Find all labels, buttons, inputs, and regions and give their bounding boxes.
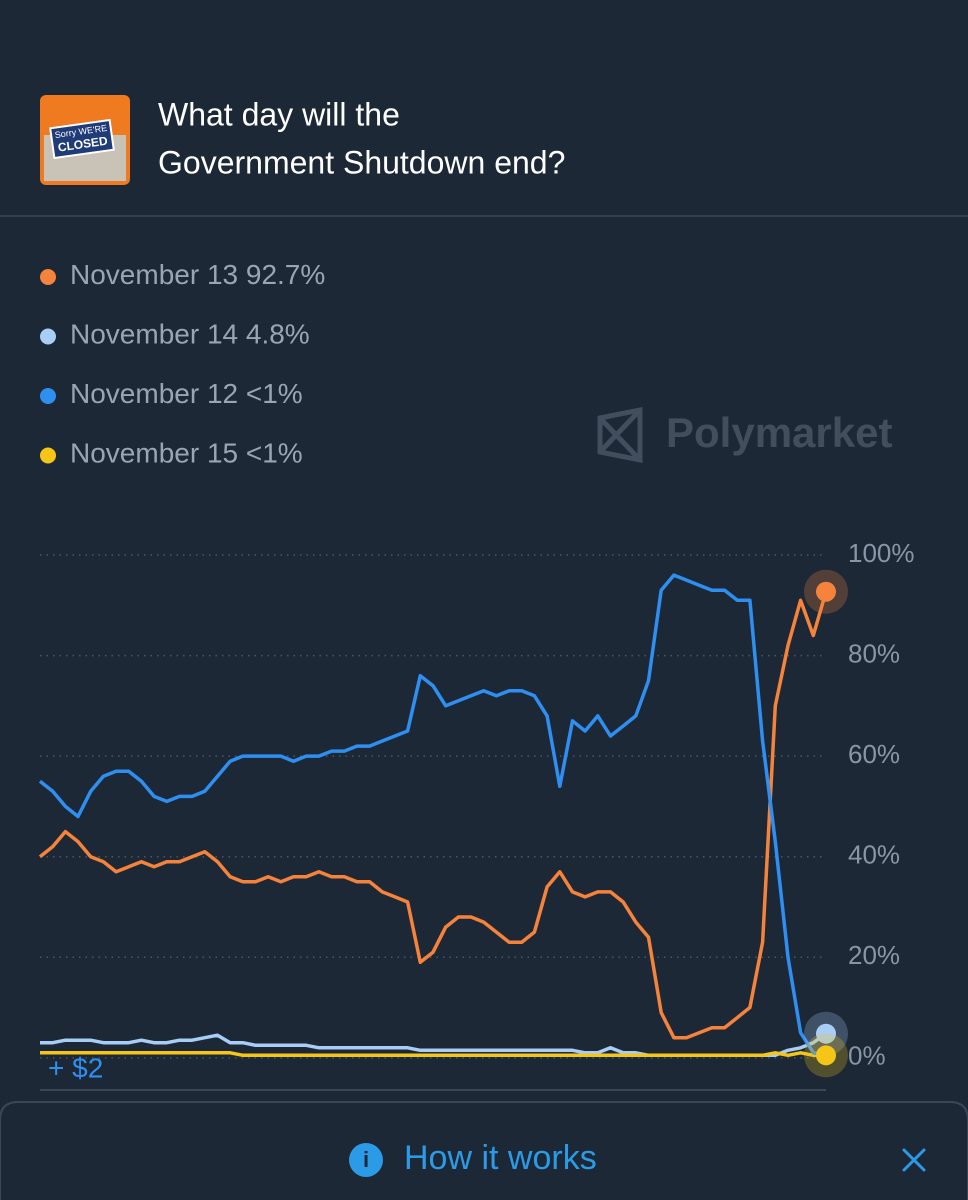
y-tick-label: 20% (848, 940, 900, 970)
title: Government Shutdown end? (158, 144, 565, 180)
endpoint (816, 1023, 836, 1044)
y-tick-label: 60% (848, 739, 900, 769)
legend-entry: November 13 92.7% (70, 259, 325, 290)
y-tick-label: 100% (848, 538, 915, 568)
series-line (38, 591, 828, 1040)
watermark-text: Polymarket (666, 409, 892, 456)
legend-value: 4.8% (246, 319, 310, 350)
legend-dot (40, 388, 56, 404)
footer-panel: i How it works (0, 1101, 968, 1200)
market-image: Sorry WE'RE CLOSED (40, 95, 130, 185)
watermark-logo (597, 406, 643, 464)
legend-dot (40, 328, 56, 345)
legend-dot (40, 447, 56, 464)
legend-entry: November 14 4.8% (70, 319, 310, 350)
legend-name: November 13 (70, 259, 238, 290)
y-tick-label: 0% (848, 1041, 886, 1071)
y-tick-label: 40% (848, 840, 900, 870)
endpoint (816, 581, 836, 602)
legend-value: <1% (246, 378, 303, 409)
legend: November 13 92.7%November 14 4.8%Novembe… (40, 259, 325, 469)
legend-name: November 15 (70, 438, 238, 469)
legend-entry: November 12 <1% (70, 378, 303, 409)
info-icon (349, 1143, 383, 1177)
image-text: CLOSED (57, 134, 109, 155)
button-label[interactable]: How it works (404, 1139, 597, 1177)
endpoint (816, 1045, 836, 1066)
title: What day will the (158, 96, 400, 132)
how-it-works-button[interactable]: i How it works (349, 1139, 597, 1177)
legend-name: November 12 (70, 378, 238, 409)
panel (0, 1101, 968, 1200)
watermark: Polymarket (597, 406, 892, 464)
series-line (38, 573, 827, 1058)
info-icon-glyph: i (363, 1147, 369, 1172)
series-line (40, 1051, 826, 1058)
legend-entry: November 15 <1% (70, 438, 303, 469)
legend-name: November 14 (70, 319, 238, 350)
y-tick-label: 80% (848, 638, 900, 668)
image-sign (49, 118, 115, 160)
plot: 0% 20% 40% 60% 80% 100% (38, 538, 915, 1078)
legend-value: 92.7% (246, 259, 325, 290)
legend-value: <1% (246, 438, 303, 469)
close-button[interactable] (902, 1148, 926, 1172)
legend-dot (40, 269, 56, 285)
overlay-label: + $2 (48, 1052, 103, 1083)
